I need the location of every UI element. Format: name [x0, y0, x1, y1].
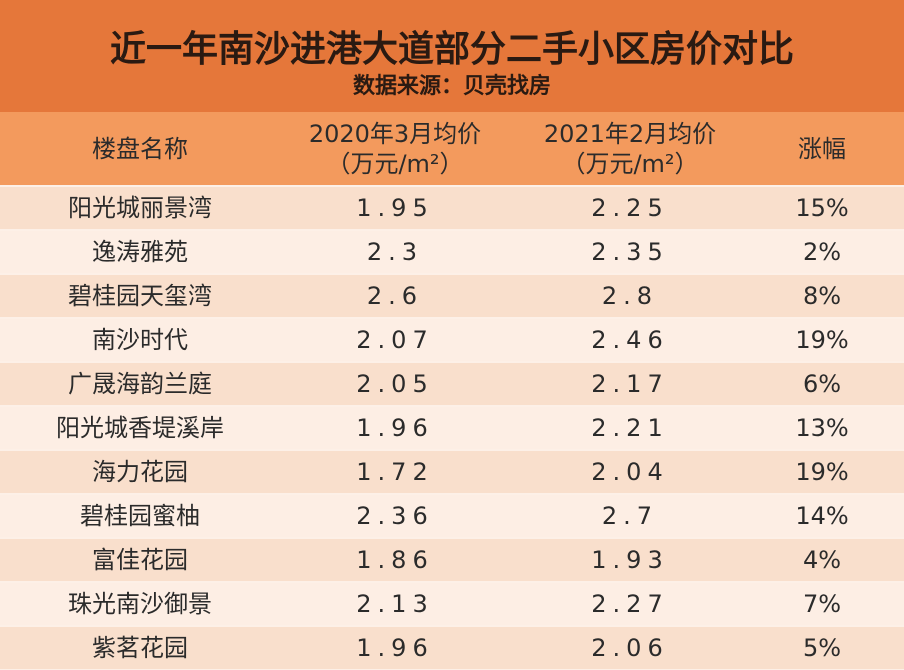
- table-cell: 2.36: [356, 502, 434, 530]
- table-row: 珠光南沙御景 2.13 2.27 7%: [0, 583, 904, 625]
- table-cell: 海力花园: [92, 458, 188, 486]
- table-cell: 1.95: [356, 194, 434, 222]
- table-row: 碧桂园天玺湾 2.6 2.8 8%: [0, 275, 904, 317]
- header-text: （万元/m²）: [561, 149, 699, 178]
- table-row: 阳光城香堤溪岸 1.96 2.21 13%: [0, 407, 904, 449]
- table-cell: 2.25: [591, 194, 669, 222]
- table-cell: 15%: [795, 194, 849, 222]
- table-cell: 2.04: [591, 458, 669, 486]
- table-cell: 2.35: [591, 238, 669, 266]
- table-cell: 珠光南沙御景: [68, 590, 212, 618]
- table-cell: 2.21: [591, 414, 669, 442]
- header-text: 涨幅: [798, 134, 846, 163]
- table-cell: 2.06: [591, 634, 669, 662]
- table-cell: 5%: [802, 634, 842, 662]
- table-row: 逸涛雅苑 2.3 2.35 2%: [0, 231, 904, 273]
- title-bar: 近一年南沙进港大道部分二手小区房价对比 数据来源：贝壳找房: [0, 0, 904, 112]
- header-text: 2021年2月均价: [543, 119, 717, 148]
- table-cell: 1.93: [591, 546, 669, 574]
- table-row: 海力花园 1.72 2.04 19%: [0, 451, 904, 493]
- table-cell: 1.96: [356, 414, 434, 442]
- table-row: 碧桂园蜜柚 2.36 2.7 14%: [0, 495, 904, 537]
- table-row: 广晟海韵兰庭 2.05 2.17 6%: [0, 363, 904, 405]
- header-cell: 2021年2月均价 （万元/m²）: [515, 112, 745, 185]
- table-cell: 6%: [802, 370, 842, 398]
- table-row: 阳光城丽景湾 1.95 2.25 15%: [0, 187, 904, 229]
- table-cell: 1.72: [356, 458, 434, 486]
- table-cell: 19%: [795, 326, 849, 354]
- header-text: 2020年3月均价: [308, 119, 482, 148]
- source-note: 数据来源：贝壳找房: [352, 74, 551, 99]
- table-cell: 2.3: [366, 238, 424, 266]
- table-cell: 2.7: [601, 502, 659, 530]
- table-cell: 逸涛雅苑: [92, 238, 188, 266]
- table-cell: 阳光城丽景湾: [68, 194, 212, 222]
- table-cell: 广晟海韵兰庭: [68, 370, 212, 398]
- table-cell: 2%: [802, 238, 842, 266]
- table-row: 富佳花园 1.86 1.93 4%: [0, 539, 904, 581]
- table-cell: 2.13: [356, 590, 434, 618]
- table-cell: 2.8: [601, 282, 659, 310]
- table-cell: 南沙时代: [92, 326, 188, 354]
- table-cell: 13%: [795, 414, 849, 442]
- table-cell: 1.96: [356, 634, 434, 662]
- table-cell: 1.86: [356, 546, 434, 574]
- title: 近一年南沙进港大道部分二手小区房价对比: [109, 29, 794, 70]
- header-text: 楼盘名称: [92, 134, 188, 163]
- table-cell: 7%: [802, 590, 842, 618]
- table-cell: 2.46: [591, 326, 669, 354]
- table-cell: 2.05: [356, 370, 434, 398]
- header-text: （万元/m²）: [326, 149, 464, 178]
- table-cell: 碧桂园蜜柚: [80, 502, 200, 530]
- table-cell: 2.17: [591, 370, 669, 398]
- table-cell: 紫茗花园: [92, 634, 188, 662]
- header-row: 楼盘名称 2020年3月均价 （万元/m²） 2021年2月均价 （万元/m²） 涨幅: [0, 112, 904, 185]
- table-cell: 2.07: [356, 326, 434, 354]
- table-row: 南沙时代 2.07 2.46 19%: [0, 319, 904, 361]
- table-cell: 富佳花园: [92, 546, 188, 574]
- table-cell: 碧桂园天玺湾: [68, 282, 212, 310]
- header-cell: 2020年3月均价 （万元/m²）: [280, 112, 510, 185]
- table-cell: 2.6: [366, 282, 424, 310]
- table-row: 紫茗花园 1.96 2.06 5%: [0, 627, 904, 669]
- table-cell: 阳光城香堤溪岸: [56, 414, 224, 442]
- table-cell: 19%: [795, 458, 849, 486]
- table-cell: 2.27: [591, 590, 669, 618]
- header-cell: 涨幅: [747, 112, 897, 185]
- table-cell: 4%: [802, 546, 842, 574]
- table-cell: 8%: [802, 282, 842, 310]
- header-cell: 楼盘名称: [10, 112, 270, 185]
- table-cell: 14%: [795, 502, 849, 530]
